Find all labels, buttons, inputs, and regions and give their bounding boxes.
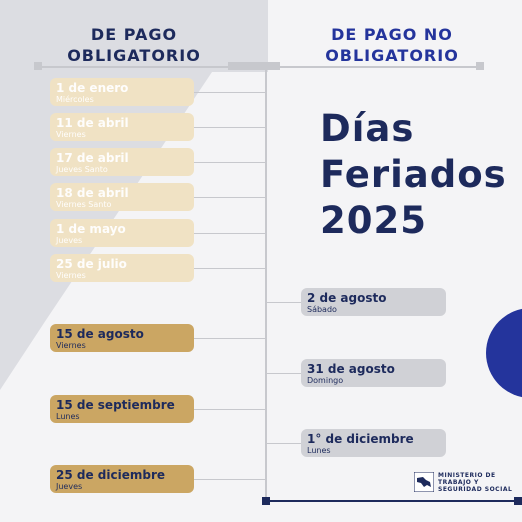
- holiday-weekday: Viernes: [56, 341, 86, 350]
- main-title-line1: Días: [320, 107, 415, 150]
- holiday-weekday: Lunes: [307, 446, 331, 455]
- holiday-date: 1 de mayo: [56, 222, 126, 236]
- holiday-weekday: Viernes: [56, 271, 86, 280]
- main-title: Días Feriados 2025: [320, 106, 507, 244]
- heading-mandatory-line1: DE PAGO: [90, 25, 178, 44]
- holiday-weekday: Domingo: [307, 376, 344, 385]
- bottom-divider: [262, 500, 522, 502]
- holiday-date: 31 de agosto: [307, 362, 395, 376]
- bottom-divider-start: [262, 497, 270, 505]
- holiday-date: 1° de diciembre: [307, 432, 414, 446]
- heading-non-mandatory-line2: OBLIGATORIO: [325, 46, 459, 65]
- main-title-line2: Feriados: [320, 153, 507, 196]
- heading-non-mandatory-line1: DE PAGO NO: [331, 25, 453, 44]
- holiday-date: 11 de abril: [56, 116, 129, 130]
- connector: [267, 443, 301, 444]
- main-title-line3: 2025: [320, 199, 427, 242]
- holiday-weekday: Lunes: [56, 412, 80, 421]
- holiday-date: 15 de agosto: [56, 327, 144, 341]
- connector: [194, 197, 265, 198]
- holiday-card: 25 de julio Viernes: [50, 254, 194, 282]
- connector: [194, 92, 265, 93]
- divider-end-right: [476, 62, 484, 70]
- holiday-card: 15 de septiembre Lunes: [50, 395, 194, 423]
- costa-rica-map-icon: [414, 472, 434, 492]
- ministry-line1: MINISTERIO DE: [438, 472, 496, 479]
- connector: [194, 409, 265, 410]
- connector: [267, 302, 301, 303]
- ministry-line3: SEGURIDAD SOCIAL: [438, 486, 513, 493]
- holiday-card: 17 de abril Jueves Santo: [50, 148, 194, 176]
- divider-end-left: [34, 62, 42, 70]
- holiday-weekday: Sábado: [307, 305, 337, 314]
- holiday-weekday: Viernes: [56, 130, 86, 139]
- connector: [194, 268, 265, 269]
- holiday-weekday: Miércoles: [56, 95, 94, 104]
- holiday-weekday: Jueves Santo: [56, 165, 108, 174]
- connector: [194, 338, 265, 339]
- holiday-card: 15 de agosto Viernes: [50, 324, 194, 352]
- holiday-card: 2 de agosto Sábado: [301, 288, 446, 316]
- holiday-card: 1° de diciembre Lunes: [301, 429, 446, 457]
- holiday-card: 25 de diciembre Jueves: [50, 465, 194, 493]
- divider-center-block: [228, 62, 280, 70]
- holiday-date: 25 de julio: [56, 257, 127, 271]
- holiday-weekday: Jueves: [56, 482, 83, 491]
- holiday-weekday: Jueves: [56, 236, 83, 245]
- holiday-weekday: Viernes Santo: [56, 200, 112, 209]
- holiday-card: 1 de mayo Jueves: [50, 219, 194, 247]
- timeline-spine: [265, 66, 267, 504]
- holiday-date: 18 de abril: [56, 186, 129, 200]
- ministry-line2: TRABAJO Y: [438, 479, 479, 486]
- connector: [194, 162, 265, 163]
- connector: [267, 373, 301, 374]
- holiday-date: 2 de agosto: [307, 291, 387, 305]
- heading-non-mandatory: DE PAGO NO OBLIGATORIO: [302, 24, 482, 66]
- holiday-date: 15 de septiembre: [56, 398, 175, 412]
- holiday-card: 18 de abril Viernes Santo: [50, 183, 194, 211]
- heading-mandatory: DE PAGO OBLIGATORIO: [46, 24, 222, 66]
- ministry-name: MINISTERIO DE TRABAJO Y SEGURIDAD SOCIAL: [438, 472, 518, 493]
- holiday-date: 17 de abril: [56, 151, 129, 165]
- bottom-divider-end: [514, 497, 522, 505]
- heading-mandatory-line2: OBLIGATORIO: [67, 46, 201, 65]
- connector: [194, 233, 265, 234]
- holiday-date: 25 de diciembre: [56, 468, 166, 482]
- holiday-date: 1 de enero: [56, 81, 129, 95]
- holiday-card: 11 de abril Viernes: [50, 113, 194, 141]
- holiday-card: 31 de agosto Domingo: [301, 359, 446, 387]
- connector: [194, 127, 265, 128]
- holiday-card: 1 de enero Miércoles: [50, 78, 194, 106]
- connector: [194, 479, 265, 480]
